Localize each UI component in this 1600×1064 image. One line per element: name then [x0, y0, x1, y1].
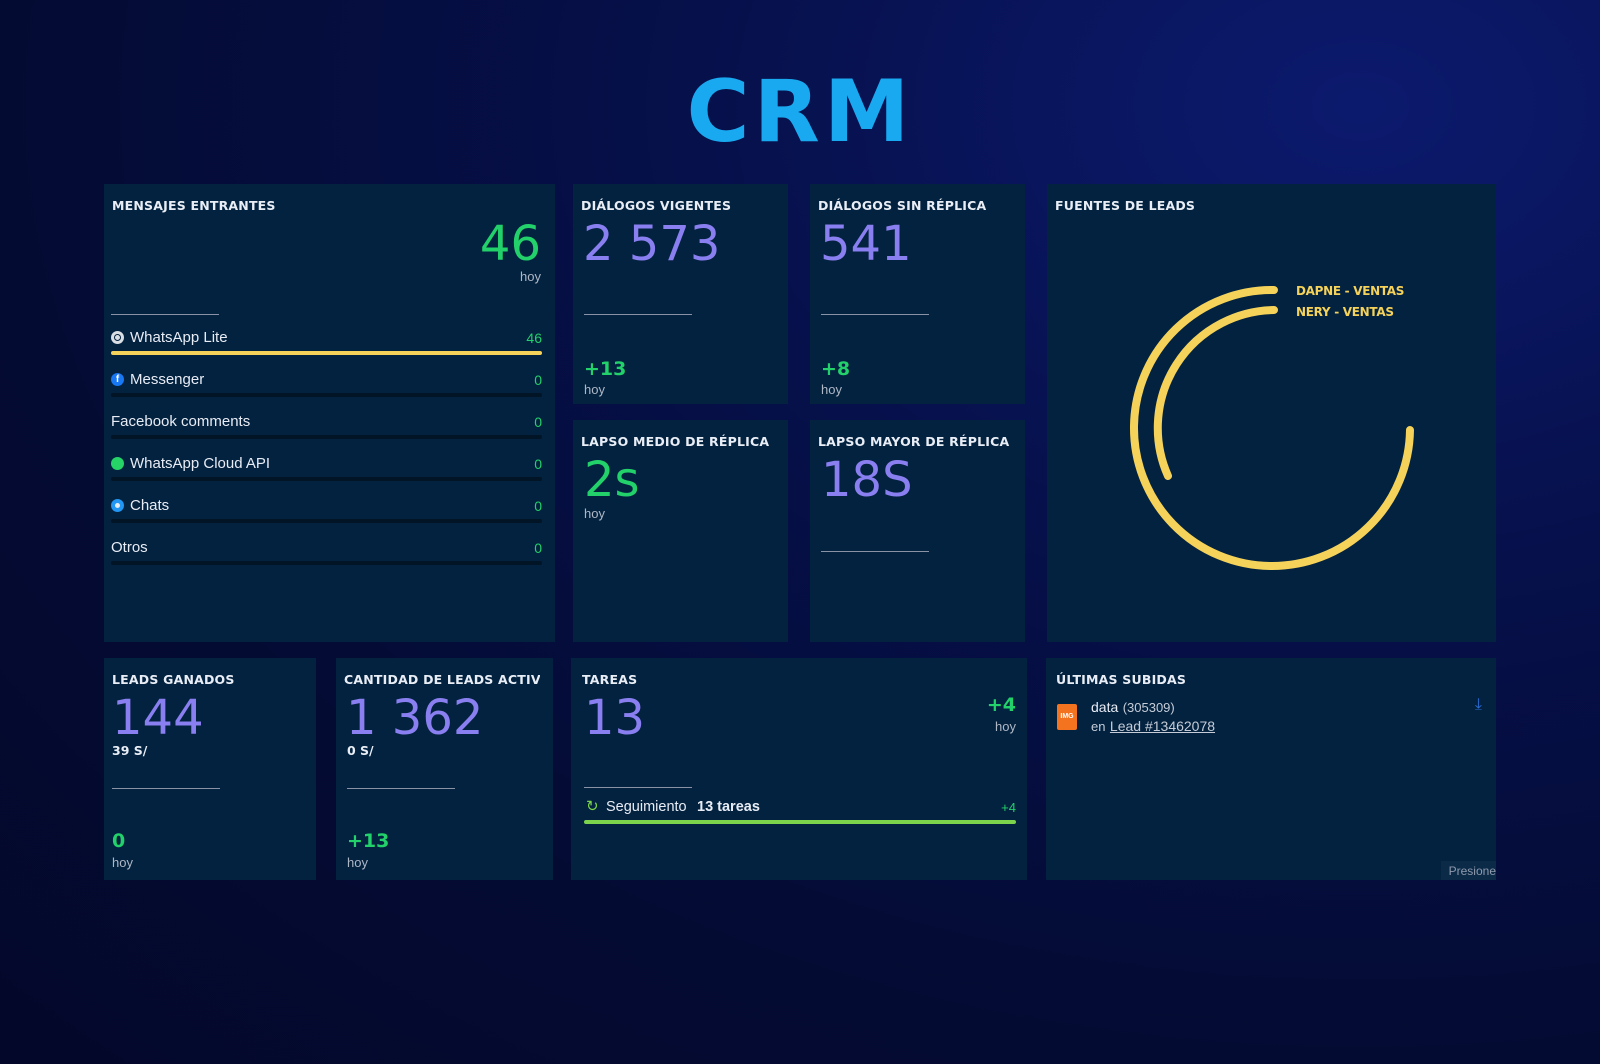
channel-value: 0 — [534, 498, 542, 514]
channel-value: 0 — [534, 372, 542, 388]
page-title: CRM — [686, 62, 914, 162]
channel-row-chats[interactable]: Chats 0 — [111, 497, 542, 538]
channel-row-messenger[interactable]: f Messenger 0 — [111, 371, 542, 412]
card-title: LAPSO MEDIO DE RÉPLICA — [581, 434, 770, 449]
download-icon[interactable]: ⤓ — [1474, 696, 1482, 713]
tasks-count: 13 — [584, 690, 646, 746]
divider — [584, 787, 692, 788]
channel-bar — [111, 477, 542, 481]
channel-row-whatsapp-lite[interactable]: WhatsApp Lite 46 — [111, 329, 542, 370]
incoming-messages-card: MENSAJES ENTRANTES 46 hoy WhatsApp Lite … — [104, 184, 555, 642]
delta-caption: hoy — [584, 382, 605, 397]
divider — [584, 314, 692, 315]
channel-label: Otros — [111, 539, 148, 556]
leads-won-count: 144 — [112, 690, 204, 746]
leads-won-amount: 39 S/ — [112, 743, 148, 758]
channel-bar — [111, 561, 542, 565]
dialogs-active-delta: +13 — [584, 358, 627, 380]
channel-value: 0 — [534, 456, 542, 472]
channel-bar — [111, 351, 542, 355]
avg-reply-caption: hoy — [584, 506, 605, 521]
channel-bar — [111, 435, 542, 439]
lead-link[interactable]: Lead #13462078 — [1109, 718, 1216, 734]
incoming-caption: hoy — [520, 269, 541, 284]
channel-label: WhatsApp Cloud API — [130, 455, 271, 472]
card-title: LEADS GANADOS — [112, 672, 235, 687]
incoming-count: 46 — [479, 216, 541, 272]
active-leads-count: 1 362 — [346, 690, 484, 746]
ring-nery-ventas — [1153, 306, 1278, 480]
lead-sources-card[interactable]: FUENTES DE LEADS DAPNE - VENTAS NERY - V… — [1047, 184, 1496, 642]
channel-row-whatsapp-cloud-api[interactable]: WhatsApp Cloud API 0 — [111, 455, 542, 496]
whatsapp-cloud-icon — [111, 457, 124, 470]
refresh-icon: ↻ — [586, 798, 599, 815]
max-reply-time-card[interactable]: LAPSO MAYOR DE RÉPLICA 18S — [810, 420, 1025, 642]
upload-item[interactable]: data (305309) — [1091, 699, 1175, 717]
channel-label: Chats — [130, 497, 170, 514]
card-title: MENSAJES ENTRANTES — [112, 198, 276, 213]
tasks-delta: +4 — [986, 694, 1016, 716]
image-file-icon: IMG — [1057, 704, 1077, 730]
active-leads-card[interactable]: CANTIDAD DE LEADS ACTIVOS 1 362 0 S/ +13… — [336, 658, 553, 880]
card-title: ÚLTIMAS SUBIDAS — [1056, 672, 1187, 687]
leads-won-card[interactable]: LEADS GANADOS 144 39 S/ 0 hoy — [104, 658, 316, 880]
delta-caption: hoy — [347, 855, 368, 870]
upload-file-size: (305309) — [1122, 700, 1175, 715]
channel-bar — [111, 519, 542, 523]
channel-value: 0 — [534, 540, 542, 556]
card-title: TAREAS — [582, 672, 638, 687]
dialogs-no-reply-delta: +8 — [821, 358, 851, 380]
chats-icon — [111, 499, 124, 512]
card-title: LAPSO MAYOR DE RÉPLICA — [818, 434, 1010, 449]
delta-caption: hoy — [112, 855, 133, 870]
follow-up-label: Seguimiento — [606, 799, 687, 815]
channel-label: Facebook comments — [111, 413, 251, 430]
divider — [821, 551, 929, 552]
card-title: DIÁLOGOS SIN RÉPLICA — [818, 198, 987, 213]
divider — [111, 314, 219, 315]
whatsapp-lite-icon — [111, 331, 124, 344]
channel-value: 0 — [534, 414, 542, 430]
divider — [821, 314, 929, 315]
active-leads-delta: +13 — [347, 830, 390, 852]
follow-up-count: 13 tareas — [697, 799, 760, 815]
channel-bar — [111, 393, 542, 397]
upload-prefix: en — [1091, 719, 1106, 734]
divider — [112, 788, 220, 789]
avg-reply-time-card[interactable]: LAPSO MEDIO DE RÉPLICA 2s hoy — [573, 420, 788, 642]
avg-reply-value: 2s — [584, 452, 640, 508]
dialogs-active-count: 2 573 — [583, 216, 721, 272]
channel-label: WhatsApp Lite — [130, 329, 228, 346]
upload-file-name: data — [1091, 699, 1119, 715]
ring-dapne-ventas — [1130, 285, 1414, 570]
channel-row-facebook-comments[interactable]: Facebook comments 0 — [111, 413, 542, 454]
channel-label: Messenger — [130, 371, 205, 388]
messenger-icon: f — [111, 373, 124, 386]
divider — [347, 788, 455, 789]
follow-up-row[interactable]: ↻ Seguimiento 13 tareas +4 — [584, 798, 1016, 824]
follow-up-delta: +4 — [1001, 800, 1016, 815]
latest-uploads-card: ÚLTIMAS SUBIDAS IMG data (305309) en Lea… — [1046, 658, 1496, 880]
tasks-card[interactable]: TAREAS 13 +4 hoy ↻ Seguimiento 13 tareas… — [571, 658, 1027, 880]
channel-value: 46 — [526, 330, 542, 346]
tasks-delta-caption: hoy — [995, 719, 1016, 734]
card-title: CANTIDAD DE LEADS ACTIVOS — [344, 672, 540, 687]
leads-won-delta: 0 — [112, 830, 126, 852]
card-title: DIÁLOGOS VIGENTES — [581, 198, 732, 213]
card-title: FUENTES DE LEADS — [1055, 198, 1196, 213]
active-leads-amount: 0 S/ — [347, 743, 374, 758]
delta-caption: hoy — [821, 382, 842, 397]
follow-up-progress — [584, 820, 1016, 824]
dialogs-active-card[interactable]: DIÁLOGOS VIGENTES 2 573 +13 hoy — [573, 184, 788, 404]
hint-text: Presione — [1440, 861, 1496, 880]
legend-nery-ventas: NERY - VENTAS — [1296, 305, 1394, 319]
max-reply-value: 18S — [821, 452, 913, 508]
lead-sources-ring-chart — [1130, 285, 1414, 570]
channel-row-otros[interactable]: Otros 0 — [111, 539, 542, 580]
dialogs-no-reply-card[interactable]: DIÁLOGOS SIN RÉPLICA 541 +8 hoy — [810, 184, 1025, 404]
dialogs-no-reply-count: 541 — [820, 216, 912, 272]
legend-dapne-ventas: DAPNE - VENTAS — [1296, 284, 1405, 298]
